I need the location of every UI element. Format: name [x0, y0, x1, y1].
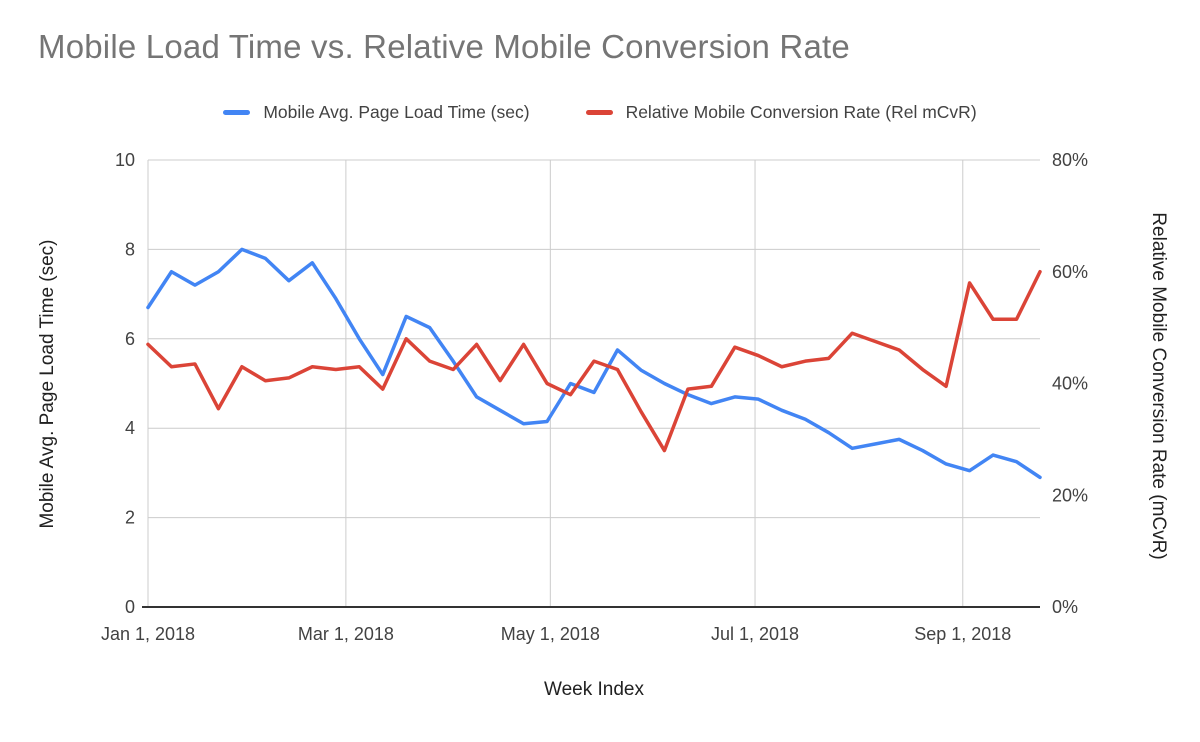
series-line-mcvr[interactable] — [146, 270, 1042, 453]
left-axis-tick-label: 6 — [125, 329, 135, 349]
legend-marker-mcvr-icon — [585, 110, 613, 115]
legend-item-load-time: Mobile Avg. Page Load Time (sec) — [223, 102, 530, 123]
right-axis-tick-label: 80% — [1052, 150, 1088, 170]
legend-label-mcvr: Relative Mobile Conversion Rate (Rel mCv… — [625, 102, 977, 122]
right-axis-tick-label: 20% — [1052, 485, 1088, 505]
x-axis-tick-label: Jan 1, 2018 — [101, 624, 195, 644]
left-axis-tick-label: 4 — [125, 418, 135, 438]
legend-marker-load-time-icon — [223, 110, 251, 115]
x-axis-title: Week Index — [544, 679, 644, 700]
right-axis-tick-label: 0% — [1052, 597, 1078, 617]
chart-title: Mobile Load Time vs. Relative Mobile Con… — [38, 28, 850, 65]
left-axis-tick-label: 0 — [125, 597, 135, 617]
right-axis-tick-label: 40% — [1052, 374, 1088, 394]
x-axis-tick-label: Mar 1, 2018 — [298, 624, 394, 644]
x-axis-tick-label: May 1, 2018 — [501, 624, 600, 644]
series-line-load-time[interactable] — [146, 247, 1042, 480]
left-axis-tick-label: 2 — [125, 508, 135, 528]
legend-label-load-time: Mobile Avg. Page Load Time (sec) — [263, 102, 530, 122]
x-axis-tick-label: Jul 1, 2018 — [711, 624, 799, 644]
left-axis-tick-label: 8 — [125, 239, 135, 259]
legend-item-mcvr: Relative Mobile Conversion Rate (Rel mCv… — [585, 102, 977, 123]
legend: Mobile Avg. Page Load Time (sec) Relativ… — [0, 102, 1200, 123]
x-axis-tick-label: Sep 1, 2018 — [914, 624, 1011, 644]
left-axis-tick-label: 10 — [115, 150, 135, 170]
right-axis-tick-label: 60% — [1052, 262, 1088, 282]
